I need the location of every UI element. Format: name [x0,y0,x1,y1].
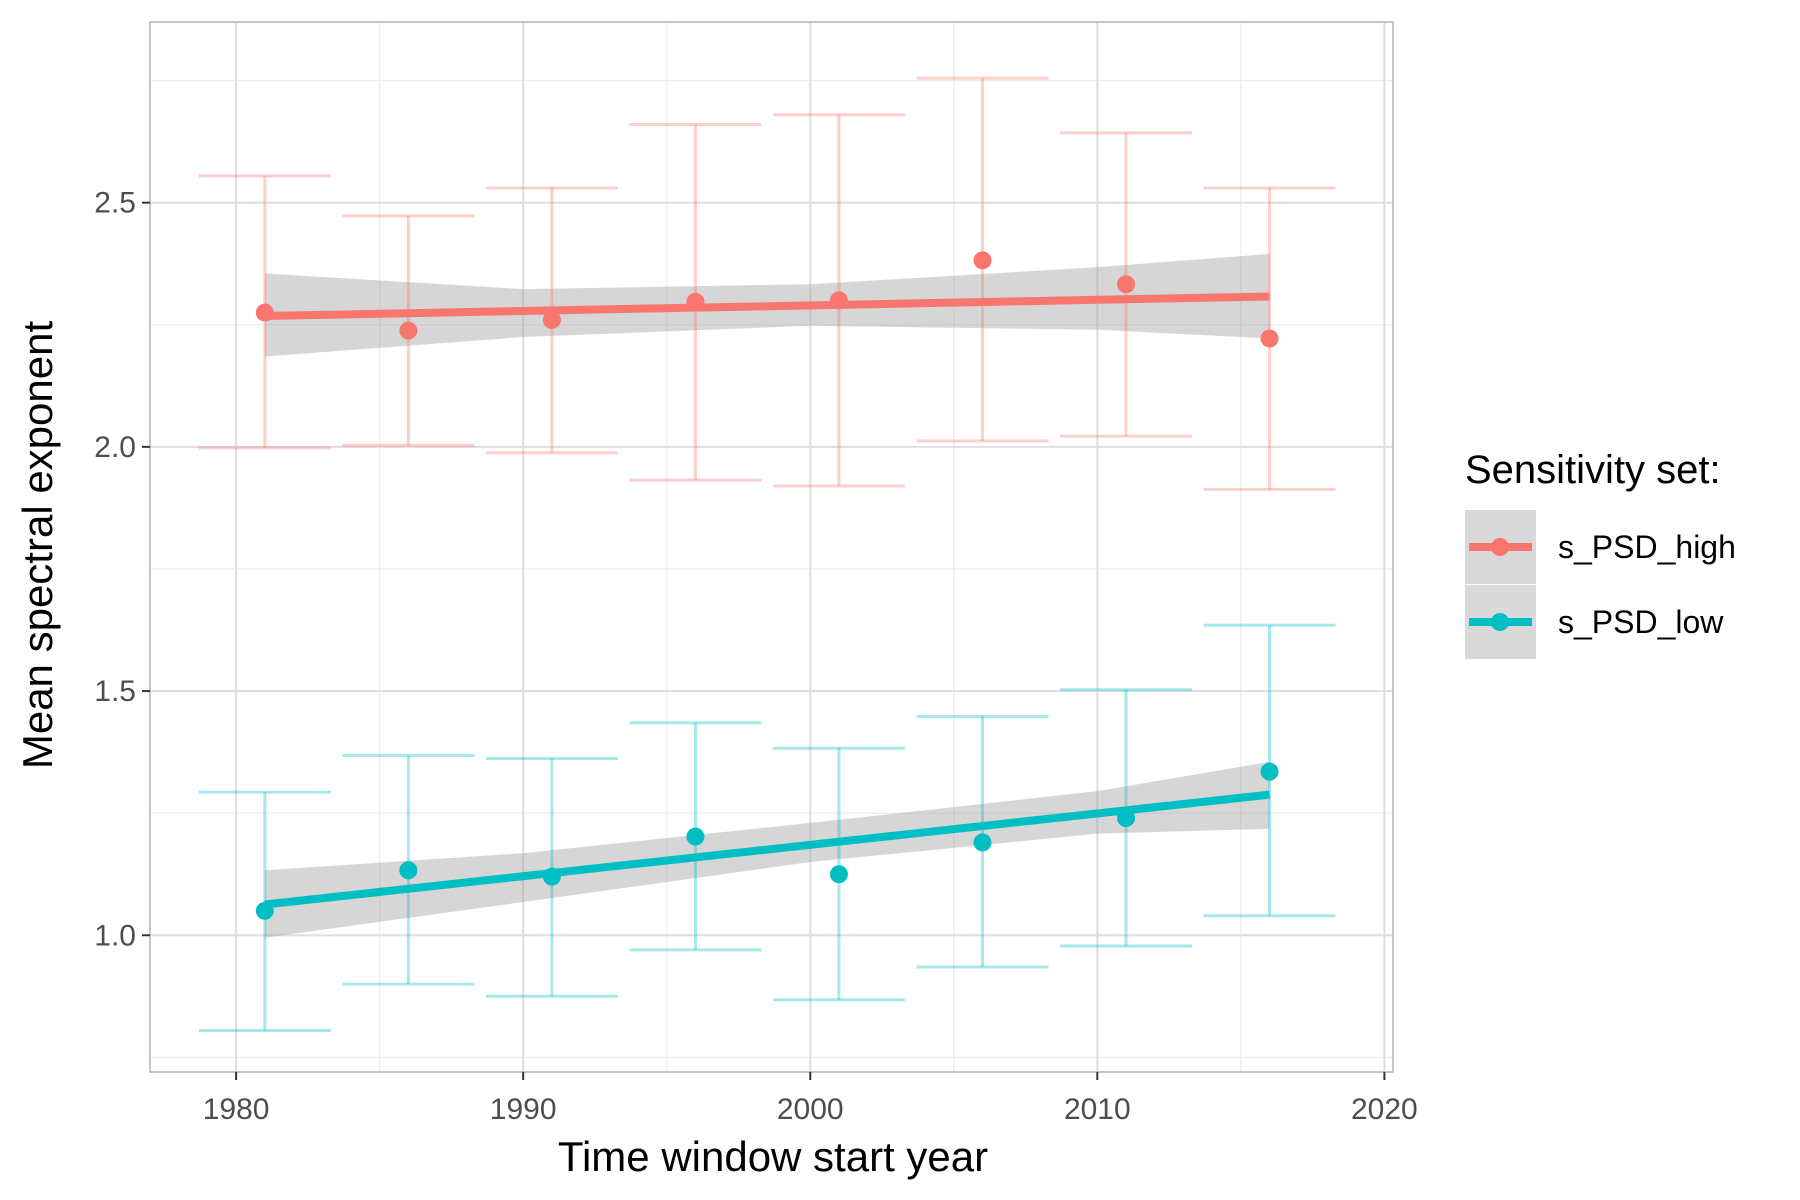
x-tick-label: 1980 [203,1093,270,1126]
data-points [255,251,1279,920]
legend-key-point [1491,538,1509,556]
data-point-s-psd-low [829,865,848,884]
x-tick-label: 2010 [1064,1093,1131,1126]
trend-lines [264,292,1270,909]
data-point-s-psd-low [399,861,418,880]
data-point-s-psd-high [1260,329,1279,348]
data-point-s-psd-low [973,833,992,852]
y-axis-title: Mean spectral exponent [14,321,61,770]
data-point-s-psd-low [1117,809,1136,828]
data-point-s-psd-high [829,291,848,310]
x-tick-label: 1990 [490,1093,557,1126]
legend: Sensitivity set: s_PSD_high s_PSD_low [1465,448,1736,659]
legend-item-s-psd-low: s_PSD_low [1465,585,1724,659]
x-tick-label: 2020 [1351,1093,1418,1126]
legend-title: Sensitivity set: [1465,448,1721,492]
legend-item-s-psd-high: s_PSD_high [1465,510,1736,584]
trend-line-s-psd-high [264,292,1270,320]
data-point-s-psd-high [1117,275,1136,294]
grid [150,22,1393,1072]
x-tick-label: 2000 [777,1093,844,1126]
legend-key-point [1491,613,1509,631]
axes: 1980 1990 2000 2010 2020 1.0 1.5 2.0 2.5 [94,187,1417,1126]
legend-label: s_PSD_low [1558,604,1724,640]
data-point-s-psd-high [542,310,561,329]
data-point-s-psd-low [542,867,561,886]
y-tick-label: 2.0 [94,431,136,464]
data-point-s-psd-high [399,321,418,340]
panel-border [149,21,1394,1073]
data-point-s-psd-high [255,303,274,322]
y-tick-label: 2.5 [94,187,136,220]
data-point-s-psd-high [686,292,705,311]
data-point-s-psd-low [686,827,705,846]
y-tick-label: 1.5 [94,675,136,708]
data-point-s-psd-high [973,251,992,270]
x-axis-title: Time window start year [558,1133,988,1180]
data-point-s-psd-low [255,901,274,920]
trend-line-s-psd-low [264,790,1270,909]
data-point-s-psd-low [1260,762,1279,781]
legend-label: s_PSD_high [1558,529,1736,565]
y-tick-label: 1.0 [94,919,136,952]
